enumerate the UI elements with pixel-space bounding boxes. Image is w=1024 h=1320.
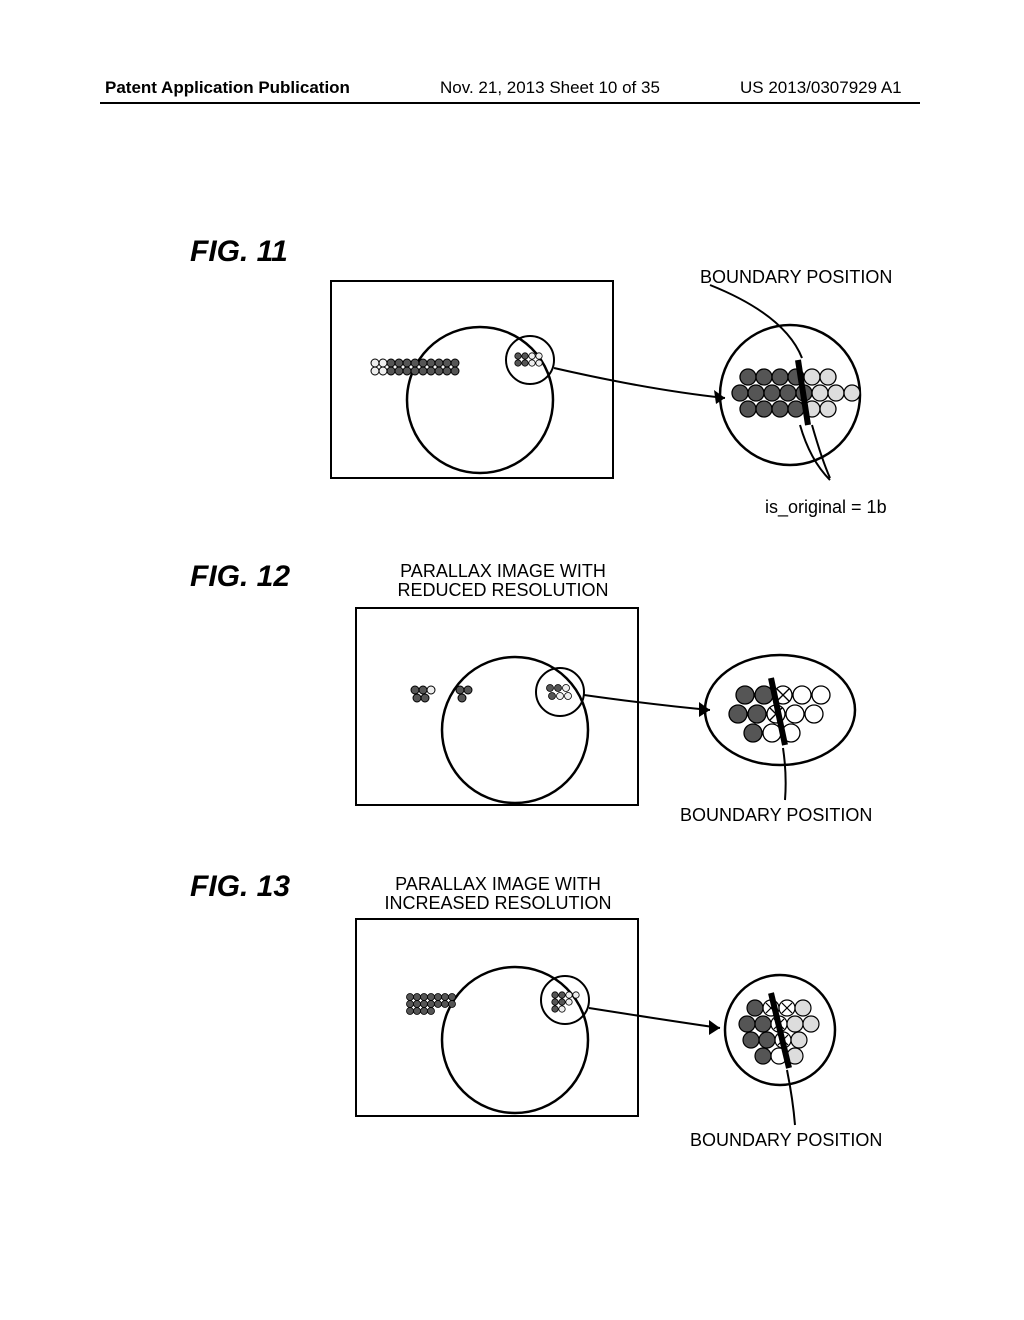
patent-page: Patent Application Publication Nov. 21, … <box>0 0 1024 1320</box>
fig13-caption-line1: PARALLAX IMAGE WITH <box>395 874 601 894</box>
header-rule <box>100 102 920 104</box>
fig11-is-original: is_original = 1b <box>765 497 887 518</box>
fig12-boundary-label: BOUNDARY POSITION <box>680 805 872 826</box>
fig13-boundary-label: BOUNDARY POSITION <box>690 1130 882 1151</box>
fig11-boundary-label: BOUNDARY POSITION <box>700 267 892 288</box>
header-pub-number: US 2013/0307929 A1 <box>740 78 902 98</box>
fig11-label: FIG. 11 <box>190 235 288 269</box>
fig12-label: FIG. 12 <box>190 560 290 594</box>
fig13-label: FIG. 13 <box>190 870 290 904</box>
fig12-caption-line1: PARALLAX IMAGE WITH <box>400 561 606 581</box>
header-publication: Patent Application Publication <box>105 78 350 98</box>
header-date-sheet: Nov. 21, 2013 Sheet 10 of 35 <box>440 78 660 98</box>
